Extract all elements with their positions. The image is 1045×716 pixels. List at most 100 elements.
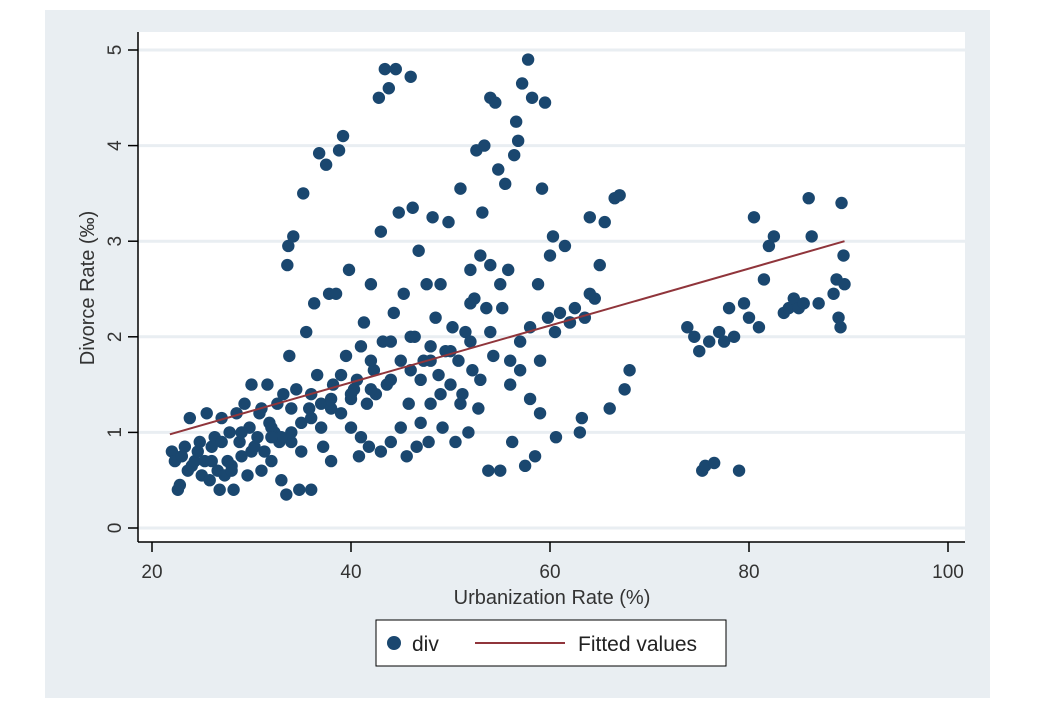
data-point — [432, 368, 445, 382]
data-point — [397, 287, 410, 300]
data-point — [336, 129, 350, 143]
data-point — [362, 440, 376, 453]
data-point — [285, 435, 298, 449]
data-point — [449, 435, 462, 449]
data-point — [324, 454, 338, 468]
data-point — [573, 426, 587, 439]
data-point — [324, 392, 338, 406]
data-point — [312, 147, 326, 160]
data-point — [344, 387, 358, 401]
data-point — [757, 273, 771, 286]
data-point — [835, 196, 848, 210]
data-point — [394, 354, 407, 367]
data-point — [378, 62, 392, 76]
data-point — [513, 364, 527, 377]
data-point — [478, 139, 491, 152]
legend-label-div: div — [412, 633, 439, 656]
data-point — [280, 488, 293, 501]
x-tick-label: 20 — [141, 562, 162, 583]
data-point — [613, 189, 626, 202]
data-point — [293, 483, 306, 496]
data-point — [295, 445, 308, 458]
data-point — [183, 411, 197, 425]
data-point — [511, 134, 525, 148]
data-point — [316, 440, 330, 453]
data-point — [305, 483, 318, 496]
data-point — [332, 144, 346, 157]
data-point — [283, 349, 296, 363]
data-point — [364, 383, 378, 396]
data-point — [412, 244, 425, 257]
legend-marker-div — [387, 636, 401, 650]
y-tick-label: 0 — [105, 523, 126, 534]
data-point — [275, 430, 288, 444]
data-point — [215, 435, 228, 449]
data-point — [727, 330, 741, 343]
x-tick-label: 100 — [932, 562, 964, 583]
data-point — [374, 225, 388, 238]
data-point — [484, 258, 497, 272]
data-point — [583, 211, 596, 224]
data-point — [489, 96, 502, 109]
data-point — [623, 364, 636, 377]
data-point — [496, 301, 509, 315]
data-point — [747, 211, 761, 224]
data-point — [504, 378, 517, 391]
data-point — [173, 478, 187, 492]
data-point — [193, 435, 206, 449]
data-point — [521, 53, 535, 66]
data-point — [329, 287, 343, 300]
data-point — [400, 450, 413, 463]
data-point — [414, 416, 427, 430]
data-point — [681, 321, 694, 334]
data-point — [464, 297, 477, 310]
data-point — [404, 330, 417, 343]
data-point — [454, 397, 467, 410]
data-point — [434, 278, 447, 291]
y-tick-label: 2 — [105, 332, 126, 343]
data-point — [737, 297, 751, 310]
data-point — [782, 301, 795, 315]
x-tick-label: 60 — [539, 562, 560, 583]
data-point — [548, 325, 562, 339]
data-point — [832, 311, 845, 324]
data-point — [387, 306, 400, 320]
fit-line-layer — [169, 240, 845, 436]
data-point — [225, 464, 238, 477]
data-point — [487, 349, 500, 363]
data-point — [538, 96, 552, 109]
data-point — [402, 397, 415, 410]
y-tick-label: 1 — [105, 427, 126, 438]
data-point — [238, 397, 251, 410]
data-point — [722, 301, 736, 315]
data-point — [707, 456, 721, 470]
data-point — [494, 464, 507, 477]
data-point — [303, 402, 316, 415]
axes — [137, 32, 965, 543]
data-point — [507, 148, 521, 162]
data-point — [275, 474, 288, 487]
data-point — [827, 287, 840, 300]
y-tick-label: 5 — [105, 45, 126, 56]
data-point — [546, 230, 560, 243]
data-point — [805, 230, 818, 243]
data-point — [255, 464, 268, 477]
data-point — [213, 483, 226, 496]
data-point — [265, 454, 278, 468]
data-point — [205, 454, 218, 468]
data-point — [297, 187, 310, 200]
data-point — [482, 464, 495, 477]
data-point — [339, 349, 353, 363]
data-point — [553, 306, 567, 320]
ticks: 0 1 2 3 4 5 20 40 60 80 100 — [105, 45, 964, 583]
data-point — [444, 378, 457, 391]
data-point — [523, 392, 537, 406]
data-point — [404, 70, 417, 83]
data-point — [352, 450, 366, 463]
data-point — [434, 387, 447, 401]
data-point — [454, 182, 467, 195]
data-point — [598, 215, 611, 229]
data-point — [374, 445, 388, 458]
data-point — [422, 435, 435, 449]
